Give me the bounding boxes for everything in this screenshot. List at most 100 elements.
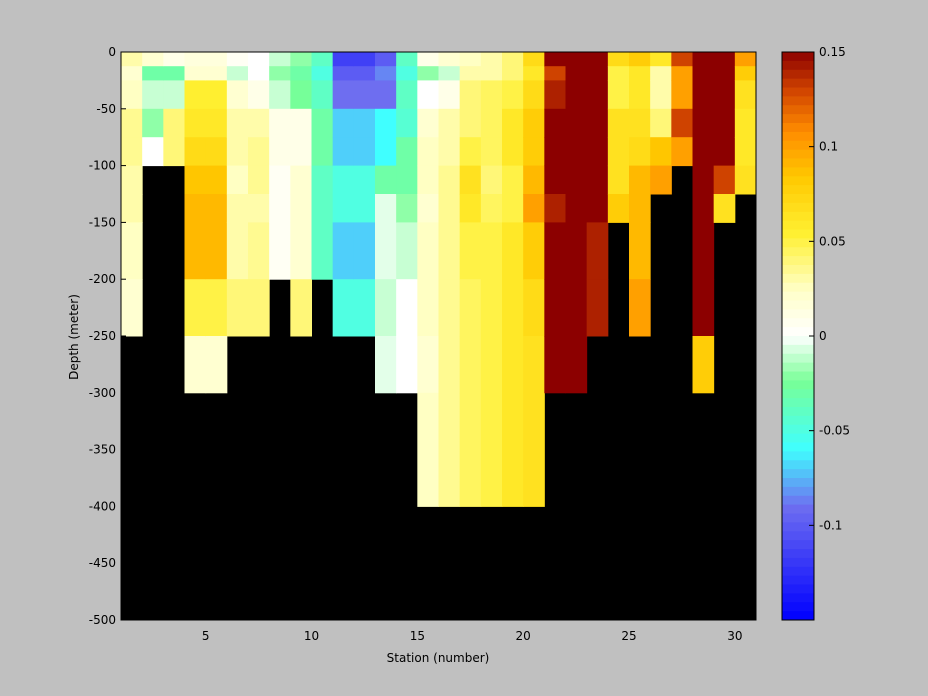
heatmap-cell [438,52,461,67]
heatmap-cell [565,80,588,110]
colorbar-band [782,593,814,603]
heatmap-cell [353,137,376,167]
heatmap-cell [544,80,566,110]
heatmap-cell [353,108,376,138]
heatmap-cell [375,137,397,167]
heatmap-cell [375,279,397,337]
heatmap-cell [459,66,482,81]
colorbar-band [782,211,814,222]
colorbar-band [782,149,814,159]
heatmap-cell [544,52,566,67]
colorbar-band [782,469,814,479]
heatmap-cell [332,194,355,223]
heatmap-cell [226,108,249,138]
heatmap-cell [142,80,164,110]
heatmap-cell [438,66,461,81]
heatmap-cell [248,194,270,223]
heatmap-cell [269,66,291,81]
heatmap-cell [502,80,524,110]
heatmap-cell [607,165,630,195]
colorbar-band [782,442,814,452]
colorbar-band [782,522,814,532]
heatmap-cell [121,108,143,138]
heatmap-cell [502,222,524,280]
heatmap-cell [142,137,164,167]
heatmap-cell [205,80,228,110]
heatmap-cell [290,279,312,337]
heatmap-cell [396,52,418,67]
heatmap-cell [502,392,524,507]
heatmap-cell [607,80,630,110]
colorbar-band [782,273,814,284]
heatmap-cell [311,66,334,81]
heatmap-cell [523,279,545,337]
heatmap-cell [713,108,736,138]
colorbar-band [782,486,814,497]
heatmap-cell [184,66,207,81]
heatmap-cell [121,137,143,167]
heatmap-cell [226,279,249,337]
heatmap-cells [121,52,757,507]
heatmap-cell [671,108,693,138]
heatmap-cell [311,194,334,223]
colorbar-band [782,531,814,541]
heatmap-cell [332,279,355,337]
colorbar-tick-label: 0.05 [819,234,846,248]
colorbar-band [782,362,814,372]
heatmap-cell [205,165,228,195]
heatmap-cell [544,336,566,394]
heatmap-cell [692,222,715,280]
heatmap-cell [184,222,207,280]
heatmap-cell [205,194,228,223]
y-tick-label: -250 [89,329,116,343]
heatmap-cell [480,137,503,167]
colorbar-ticks: 0.15 0.1 0.05 0 -0.05 -0.1 [809,45,850,532]
heatmap-cell [417,279,439,337]
heatmap-cell [248,66,270,81]
colorbar-band [782,167,814,177]
heatmap-cell [713,80,736,110]
colorbar-band [782,415,814,426]
heatmap-cell [396,222,418,280]
heatmap-cell [480,194,503,223]
colorbar-band [782,309,814,319]
heatmap-cell [523,137,545,167]
heatmap-cell [544,108,566,138]
heatmap-cell [290,52,312,67]
colorbar-band [782,185,814,195]
heatmap-cell [163,66,185,81]
heatmap-cell [121,194,143,223]
heatmap-cell [205,222,228,280]
heatmap-cell [544,137,566,167]
heatmap-cell [459,137,482,167]
x-tick-label: 5 [202,629,210,643]
heatmap-cell [353,194,376,223]
heatmap-cell [459,80,482,110]
heatmap-cell [396,137,418,167]
heatmap-cell [671,66,693,81]
heatmap-cell [417,52,439,67]
colorbar-band [782,424,814,435]
colorbar-band [782,123,814,133]
colorbar-band [782,105,814,115]
heatmap-cell [290,222,312,280]
colorbar-band [782,380,814,390]
heatmap-cell [480,392,503,507]
heatmap-cell [692,194,715,223]
heatmap-cell [523,80,545,110]
heatmap-cell [586,80,609,110]
heatmap-cell [311,222,334,280]
heatmap-cell [163,137,185,167]
heatmap-cell [713,194,736,223]
heatmap-cell [332,137,355,167]
heatmap-cell [396,80,418,110]
heatmap-cell [523,165,545,195]
heatmap-cell [523,52,545,67]
heatmap-cell [502,66,524,81]
colorbar-band [782,158,814,168]
heatmap-cell [671,80,693,110]
y-tick-label: -200 [89,272,116,286]
heatmap-cell [121,279,143,337]
heatmap-cell [438,336,461,394]
colorbar-band [782,513,814,523]
